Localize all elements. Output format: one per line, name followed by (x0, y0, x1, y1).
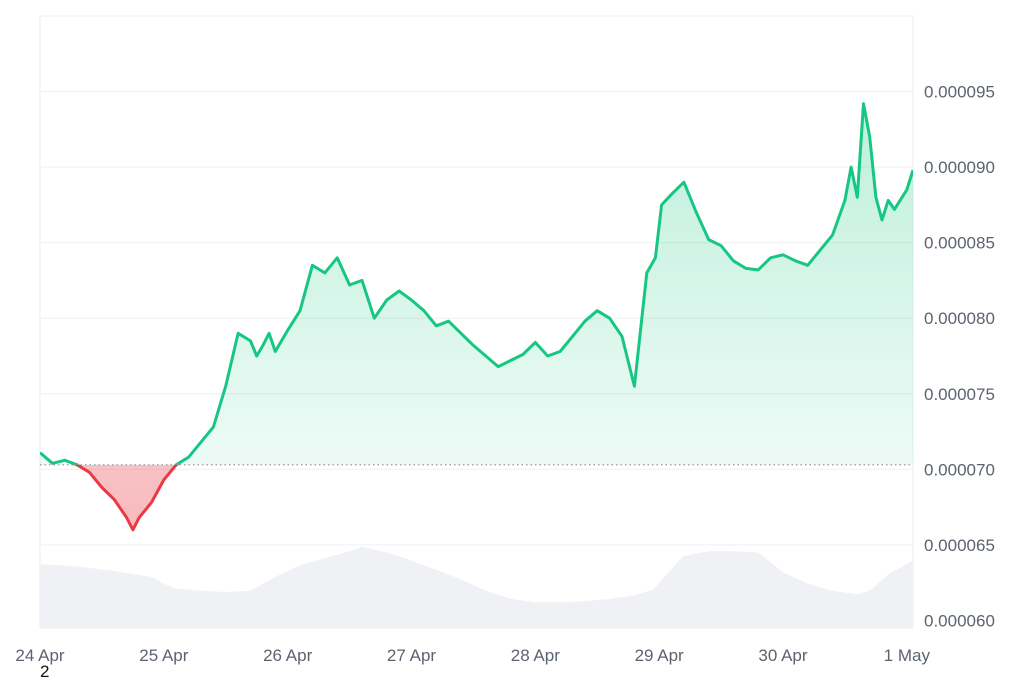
y-tick-label: 0.000060 (924, 611, 995, 630)
price-line (40, 102, 913, 532)
volume-area (40, 546, 913, 628)
y-tick-label: 0.000070 (924, 460, 995, 479)
y-tick-label: 0.000075 (924, 385, 995, 404)
price-fill-up (40, 103, 913, 465)
page-label: 2 (40, 662, 50, 681)
x-tick-label: 26 Apr (263, 646, 312, 665)
price-line-up (40, 102, 913, 465)
y-tick-label: 0.000085 (924, 234, 995, 253)
x-tick-label: 25 Apr (139, 646, 188, 665)
x-axis-ticks: 24 Apr 25 Apr 26 Apr 27 Apr 28 Apr 29 Apr 30 A… (15, 646, 930, 665)
y-tick-label: 0.000090 (924, 158, 995, 177)
price-fill-down (40, 464, 913, 530)
y-tick-label: 0.000080 (924, 309, 995, 328)
x-tick-label: 1 May (884, 646, 931, 665)
x-tick-label: 28 Apr (511, 646, 560, 665)
volume-area-shape (40, 546, 913, 628)
x-tick-label: 29 Apr (635, 646, 684, 665)
x-tick-label: 27 Apr (387, 646, 436, 665)
price-fill (40, 103, 913, 530)
y-tick-label: 0.000095 (924, 83, 995, 102)
y-axis-ticks: 0.000095 0.000090 0.000085 0.000080 0.000075… (924, 83, 995, 631)
x-tick-label: 30 Apr (758, 646, 807, 665)
x-tick-label: 24 Apr (15, 646, 64, 665)
y-tick-label: 0.000065 (924, 536, 995, 555)
